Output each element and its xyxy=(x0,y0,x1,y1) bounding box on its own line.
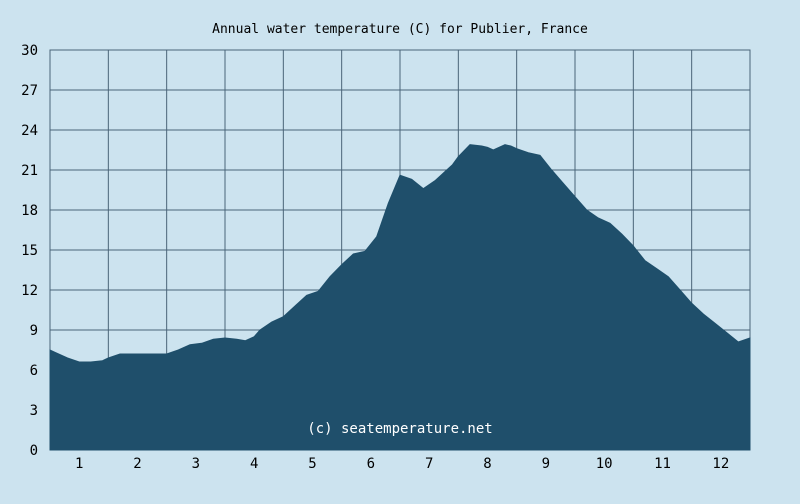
y-axis-ticks: 0 3 6 9 12 15 18 21 24 27 30 xyxy=(21,43,38,459)
x-tick-label: 1 xyxy=(75,456,83,472)
y-tick-label: 24 xyxy=(21,123,38,139)
y-tick-label: 30 xyxy=(21,43,38,59)
x-tick-label: 9 xyxy=(542,456,550,472)
y-tick-label: 0 xyxy=(30,443,38,459)
x-axis-ticks: 1 2 3 4 5 6 7 8 9 10 11 12 xyxy=(75,456,729,472)
y-tick-label: 6 xyxy=(30,363,38,379)
y-tick-label: 9 xyxy=(30,323,38,339)
y-tick-label: 21 xyxy=(21,163,38,179)
temperature-area xyxy=(49,144,751,451)
y-tick-label: 15 xyxy=(21,243,38,259)
x-tick-label: 5 xyxy=(308,456,316,472)
x-tick-label: 7 xyxy=(425,456,433,472)
x-tick-label: 10 xyxy=(596,456,613,472)
x-tick-label: 12 xyxy=(712,456,729,472)
x-tick-label: 6 xyxy=(367,456,375,472)
x-tick-label: 2 xyxy=(133,456,141,472)
x-tick-label: 3 xyxy=(192,456,200,472)
x-tick-label: 8 xyxy=(483,456,491,472)
y-tick-label: 18 xyxy=(21,203,38,219)
y-tick-label: 12 xyxy=(21,283,38,299)
chart-title: Annual water temperature (C) for Publier… xyxy=(212,22,588,37)
y-tick-label: 27 xyxy=(21,83,38,99)
x-tick-label: 4 xyxy=(250,456,258,472)
watermark: (c) seatemperature.net xyxy=(307,421,492,437)
x-tick-label: 11 xyxy=(654,456,671,472)
y-tick-label: 3 xyxy=(30,403,38,419)
